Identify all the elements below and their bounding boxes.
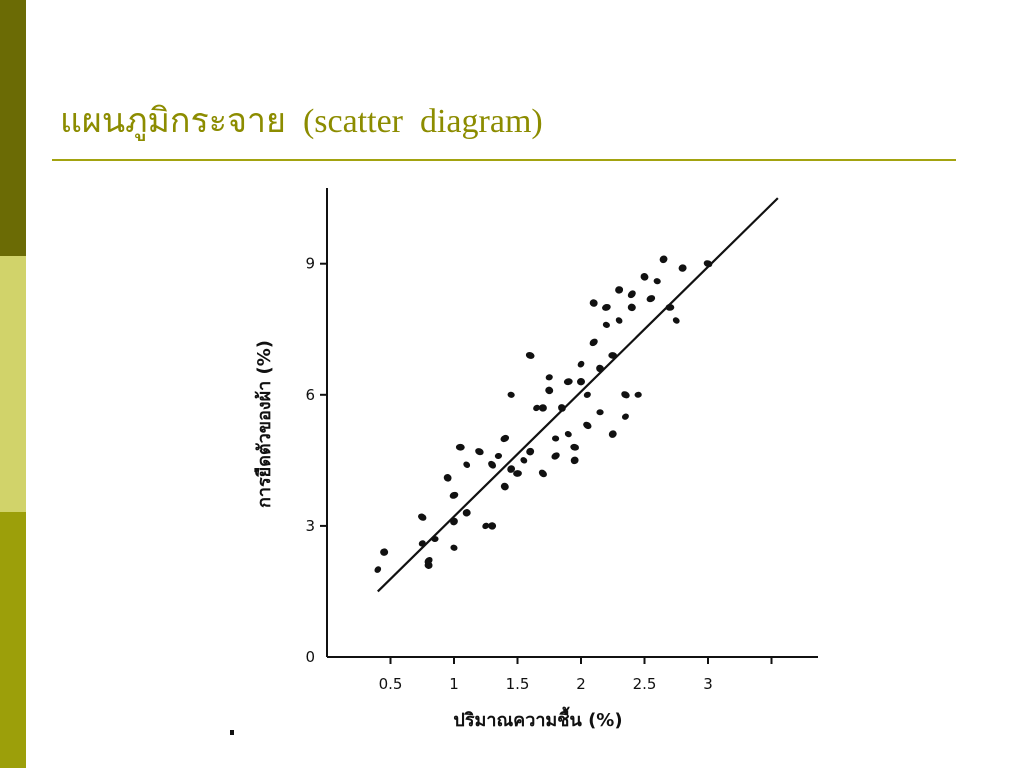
data-point xyxy=(450,544,458,551)
data-point xyxy=(596,409,604,416)
data-point xyxy=(621,391,630,399)
data-point xyxy=(552,435,560,442)
data-point xyxy=(525,352,535,359)
data-point xyxy=(538,469,547,478)
data-point xyxy=(482,522,490,530)
chart-points xyxy=(374,255,713,573)
data-point xyxy=(449,491,459,499)
data-point xyxy=(545,374,553,381)
data-point xyxy=(455,443,465,451)
x-tick-label: 2.5 xyxy=(633,675,657,693)
data-point xyxy=(678,264,687,272)
data-point xyxy=(672,317,680,324)
data-point xyxy=(570,456,579,465)
data-point xyxy=(589,299,598,307)
data-point xyxy=(589,338,598,347)
title-underline xyxy=(52,159,956,161)
data-point xyxy=(463,461,471,468)
data-point xyxy=(475,448,484,456)
chart-axes: 0 3 6 9 0.5 1 1.5 2 2.5 3 xyxy=(305,188,818,693)
data-point xyxy=(418,513,427,521)
data-point xyxy=(615,286,624,294)
sidebar-accent-middle xyxy=(0,256,26,512)
x-tick-label: 1.5 xyxy=(506,675,530,693)
data-point xyxy=(488,460,497,469)
data-point xyxy=(602,321,610,328)
sidebar-accent-top xyxy=(0,0,26,256)
y-tick-label: 6 xyxy=(305,386,315,404)
data-point xyxy=(507,465,516,473)
data-point xyxy=(564,430,572,438)
data-point xyxy=(494,452,503,459)
data-point xyxy=(583,421,592,430)
data-point xyxy=(374,566,382,573)
data-point xyxy=(602,303,611,311)
data-point xyxy=(640,273,649,281)
data-point xyxy=(424,557,433,565)
x-tick-label: 3 xyxy=(703,675,713,693)
data-point xyxy=(608,430,617,438)
y-axis-title: การยืดตัวของผ้า (%) xyxy=(254,340,275,508)
data-point xyxy=(583,391,591,398)
y-tick-label: 0 xyxy=(305,648,315,666)
data-point xyxy=(659,255,668,264)
data-point xyxy=(545,386,554,395)
data-point xyxy=(488,522,497,530)
data-point xyxy=(443,474,452,482)
data-point xyxy=(533,404,540,412)
data-point xyxy=(507,391,515,398)
data-point xyxy=(627,303,636,312)
y-tick-label: 9 xyxy=(305,255,315,273)
data-point xyxy=(380,548,389,556)
data-point xyxy=(615,317,623,324)
data-point xyxy=(513,470,522,477)
stray-bullet-mark xyxy=(230,730,234,735)
data-point xyxy=(520,457,528,464)
data-point xyxy=(526,447,535,456)
data-point xyxy=(646,295,656,303)
data-point xyxy=(621,413,629,420)
data-point xyxy=(570,443,580,451)
data-point xyxy=(634,391,642,398)
sidebar-accent-bottom xyxy=(0,512,26,768)
x-tick-label: 2 xyxy=(576,675,586,693)
data-point xyxy=(500,482,509,491)
x-axis-title: ปริมาณความชื้น (%) xyxy=(453,706,622,731)
data-point xyxy=(563,378,573,386)
data-point xyxy=(462,509,471,517)
y-tick-label: 3 xyxy=(305,517,315,535)
data-point xyxy=(538,404,547,412)
slide-title: แผนภูมิกระจาย (scatter diagram) xyxy=(60,103,543,140)
x-tick-label: 1 xyxy=(449,675,459,693)
data-point xyxy=(551,452,560,460)
data-point xyxy=(577,360,585,368)
data-point xyxy=(627,290,636,299)
chart-trend xyxy=(377,197,779,593)
data-point xyxy=(653,278,661,285)
data-point xyxy=(500,434,510,443)
trend-line xyxy=(377,197,779,593)
data-point xyxy=(577,377,585,386)
x-tick-label: 0.5 xyxy=(379,675,403,693)
